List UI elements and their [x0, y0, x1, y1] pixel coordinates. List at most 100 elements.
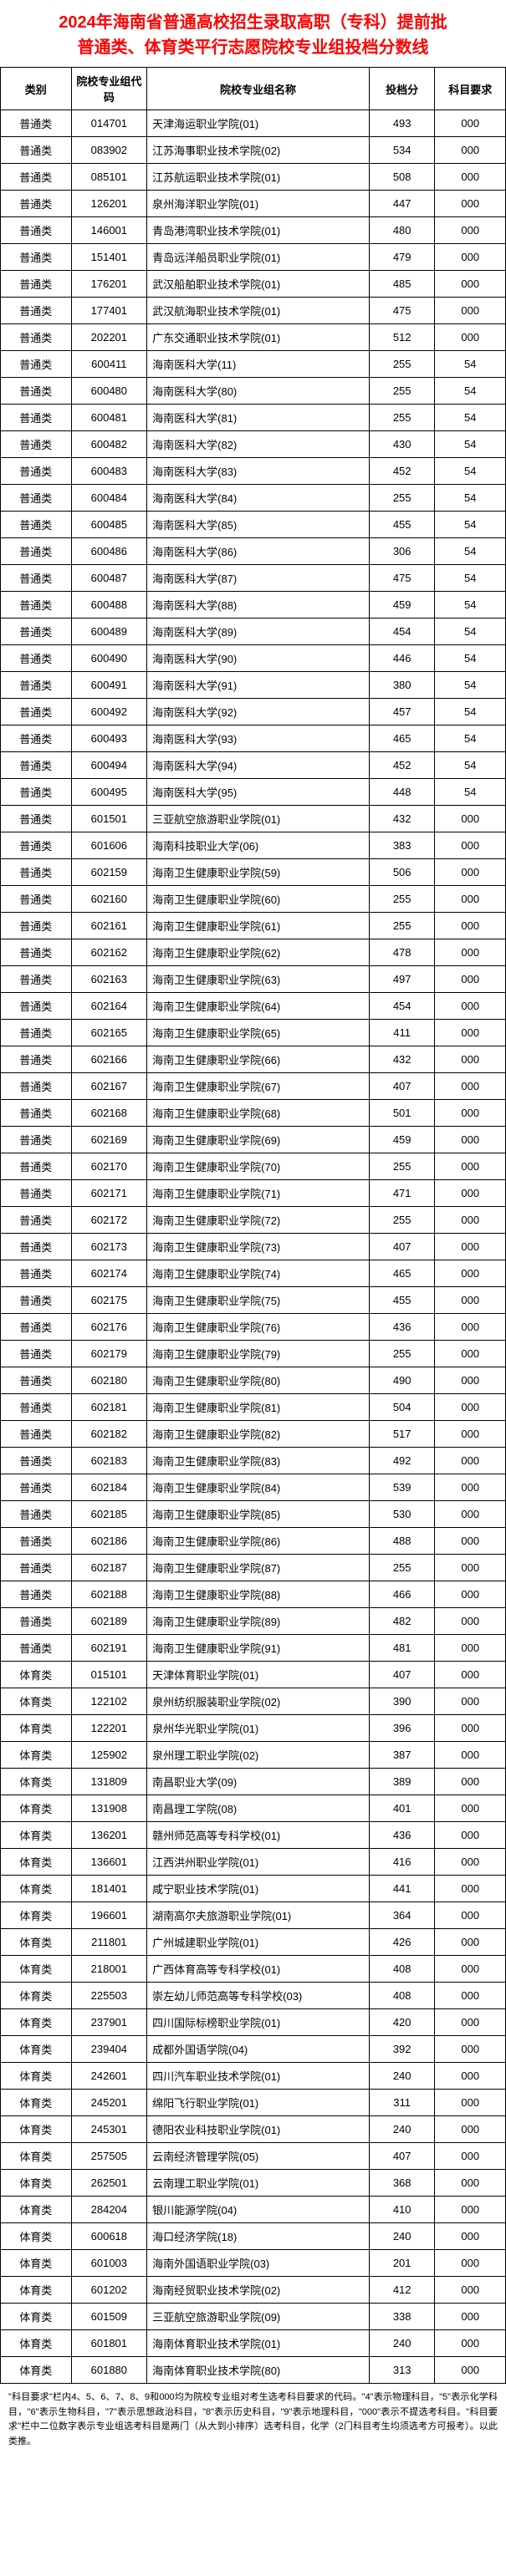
cell-score: 466	[369, 1581, 435, 1608]
cell-score: 313	[369, 2357, 435, 2384]
cell-category: 普通类	[1, 351, 72, 378]
table-row: 普通类602186海南卫生健康职业学院(86)488000	[1, 1528, 506, 1555]
cell-requirement: 54	[435, 645, 506, 672]
table-row: 体育类225503崇左幼儿师范高等专科学校(03)408000	[1, 1983, 506, 2009]
cell-code: 211801	[71, 1929, 147, 1956]
cell-code: 601801	[71, 2330, 147, 2357]
table-row: 普通类014701天津海运职业学院(01)493000	[1, 110, 506, 137]
cell-code: 601606	[71, 832, 147, 859]
cell-name: 海南医科大学(83)	[147, 458, 370, 485]
cell-name: 江苏航运职业技术学院(01)	[147, 164, 370, 191]
cell-requirement: 000	[435, 1314, 506, 1341]
cell-score: 475	[369, 298, 435, 324]
cell-code: 245301	[71, 2116, 147, 2143]
cell-score: 530	[369, 1501, 435, 1528]
cell-name: 海南卫生健康职业学院(64)	[147, 993, 370, 1020]
cell-category: 普通类	[1, 1608, 72, 1635]
cell-score: 481	[369, 1635, 435, 1662]
table-row: 体育类122102泉州纺织服装职业学院(02)390000	[1, 1688, 506, 1715]
cell-score: 504	[369, 1394, 435, 1421]
score-table: 类别 院校专业组代码 院校专业组名称 投档分 科目要求 普通类014701天津海…	[0, 67, 506, 2384]
cell-requirement: 000	[435, 2330, 506, 2357]
cell-requirement: 000	[435, 1983, 506, 2009]
cell-category: 普通类	[1, 1394, 72, 1421]
cell-code: 602169	[71, 1127, 147, 1153]
cell-requirement: 54	[435, 672, 506, 699]
cell-name: 海南医科大学(89)	[147, 619, 370, 645]
cell-score: 452	[369, 752, 435, 779]
cell-code: 602167	[71, 1073, 147, 1100]
cell-requirement: 000	[435, 1180, 506, 1207]
cell-requirement: 54	[435, 485, 506, 512]
cell-requirement: 000	[435, 1902, 506, 1929]
cell-requirement: 000	[435, 993, 506, 1020]
cell-requirement: 000	[435, 217, 506, 244]
cell-code: 602175	[71, 1287, 147, 1314]
cell-score: 396	[369, 1715, 435, 1742]
cell-score: 411	[369, 1020, 435, 1046]
cell-category: 普通类	[1, 1448, 72, 1474]
header-score: 投档分	[369, 68, 435, 110]
cell-name: 海南卫生健康职业学院(76)	[147, 1314, 370, 1341]
cell-category: 普通类	[1, 538, 72, 565]
cell-category: 普通类	[1, 672, 72, 699]
table-row: 体育类015101天津体育职业学院(01)407000	[1, 1662, 506, 1688]
cell-name: 海南卫生健康职业学院(63)	[147, 966, 370, 993]
table-row: 普通类600495海南医科大学(95)44854	[1, 779, 506, 806]
cell-requirement: 000	[435, 2116, 506, 2143]
cell-name: 海南医科大学(94)	[147, 752, 370, 779]
cell-code: 600491	[71, 672, 147, 699]
cell-category: 体育类	[1, 1742, 72, 1769]
cell-requirement: 54	[435, 405, 506, 431]
cell-name: 海南卫生健康职业学院(79)	[147, 1341, 370, 1367]
cell-requirement: 000	[435, 271, 506, 298]
cell-name: 海南医科大学(87)	[147, 565, 370, 592]
cell-name: 云南理工职业学院(01)	[147, 2170, 370, 2197]
cell-score: 392	[369, 2036, 435, 2063]
cell-name: 海南卫生健康职业学院(84)	[147, 1474, 370, 1501]
cell-category: 普通类	[1, 405, 72, 431]
cell-code: 601880	[71, 2357, 147, 2384]
table-row: 普通类602161海南卫生健康职业学院(61)255000	[1, 913, 506, 939]
cell-name: 海南医科大学(91)	[147, 672, 370, 699]
cell-requirement: 000	[435, 1127, 506, 1153]
cell-name: 天津体育职业学院(01)	[147, 1662, 370, 1688]
cell-score: 493	[369, 110, 435, 137]
cell-category: 普通类	[1, 565, 72, 592]
table-row: 体育类601880海南体育职业技术学院(80)313000	[1, 2357, 506, 2384]
cell-category: 普通类	[1, 191, 72, 217]
cell-code: 225503	[71, 1983, 147, 2009]
cell-code: 602173	[71, 1234, 147, 1260]
cell-name: 海南医科大学(11)	[147, 351, 370, 378]
cell-requirement: 000	[435, 298, 506, 324]
cell-requirement: 54	[435, 458, 506, 485]
cell-requirement: 54	[435, 378, 506, 405]
cell-code: 239404	[71, 2036, 147, 2063]
cell-name: 海南卫生健康职业学院(69)	[147, 1127, 370, 1153]
cell-requirement: 54	[435, 725, 506, 752]
cell-requirement: 000	[435, 2357, 506, 2384]
cell-category: 普通类	[1, 110, 72, 137]
cell-code: 602184	[71, 1474, 147, 1501]
cell-score: 430	[369, 431, 435, 458]
cell-score: 383	[369, 832, 435, 859]
header-requirement: 科目要求	[435, 68, 506, 110]
cell-score: 508	[369, 164, 435, 191]
cell-requirement: 000	[435, 191, 506, 217]
cell-score: 255	[369, 913, 435, 939]
cell-requirement: 000	[435, 2009, 506, 2036]
cell-name: 成都外国语学院(04)	[147, 2036, 370, 2063]
cell-category: 体育类	[1, 2277, 72, 2304]
cell-requirement: 000	[435, 1742, 506, 1769]
cell-requirement: 000	[435, 1234, 506, 1260]
cell-requirement: 000	[435, 1260, 506, 1287]
cell-score: 338	[369, 2304, 435, 2330]
cell-code: 602176	[71, 1314, 147, 1341]
cell-name: 海南科技职业大学(06)	[147, 832, 370, 859]
cell-requirement: 000	[435, 137, 506, 164]
cell-name: 武汉航海职业技术学院(01)	[147, 298, 370, 324]
cell-category: 普通类	[1, 725, 72, 752]
cell-score: 534	[369, 137, 435, 164]
cell-name: 广西体育高等专科学校(01)	[147, 1956, 370, 1983]
cell-name: 海南体育职业技术学院(80)	[147, 2357, 370, 2384]
